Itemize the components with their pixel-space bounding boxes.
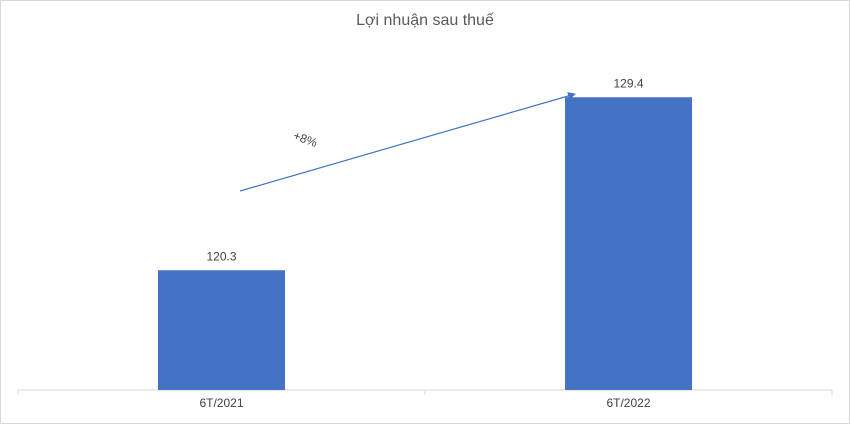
x-tick-label: 6T/2021 [199, 396, 243, 410]
bar [565, 97, 692, 391]
data-label: 129.4 [613, 76, 643, 90]
bar [158, 270, 285, 390]
data-label: 120.3 [206, 249, 236, 263]
x-tick-label: 6T/2022 [606, 396, 650, 410]
growth-arrow [239, 92, 576, 192]
chart-title: Lợi nhuận sau thuế [356, 12, 494, 29]
